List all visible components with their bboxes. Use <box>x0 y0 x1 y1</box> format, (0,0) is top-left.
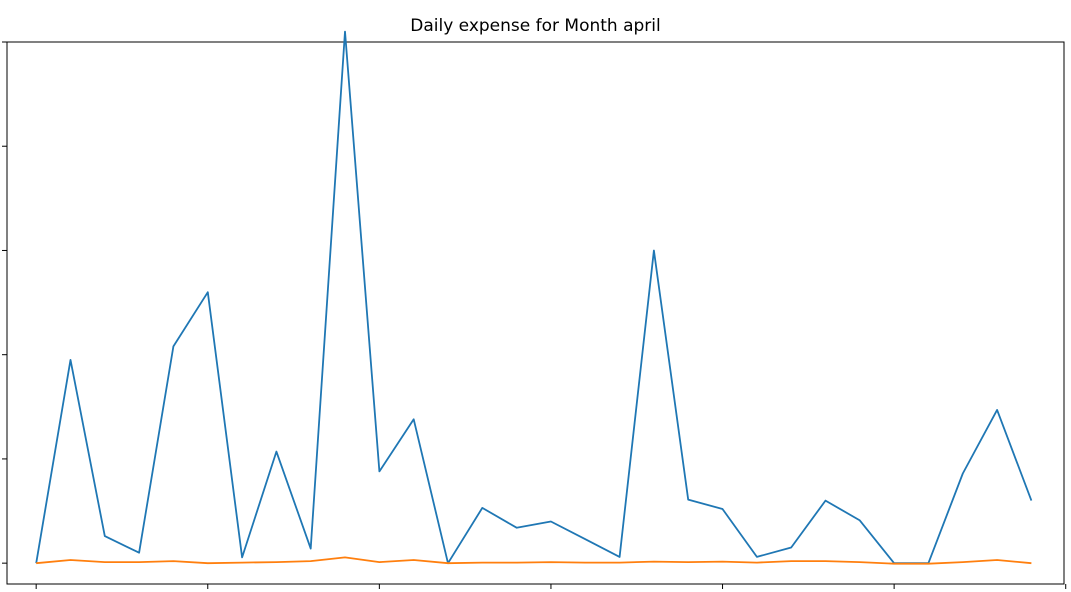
chart-title: Daily expense for Month april <box>410 16 661 36</box>
series-line-1 <box>35 30 1033 565</box>
plot-area-frame <box>6 41 1065 585</box>
series-line-2 <box>36 556 1032 565</box>
